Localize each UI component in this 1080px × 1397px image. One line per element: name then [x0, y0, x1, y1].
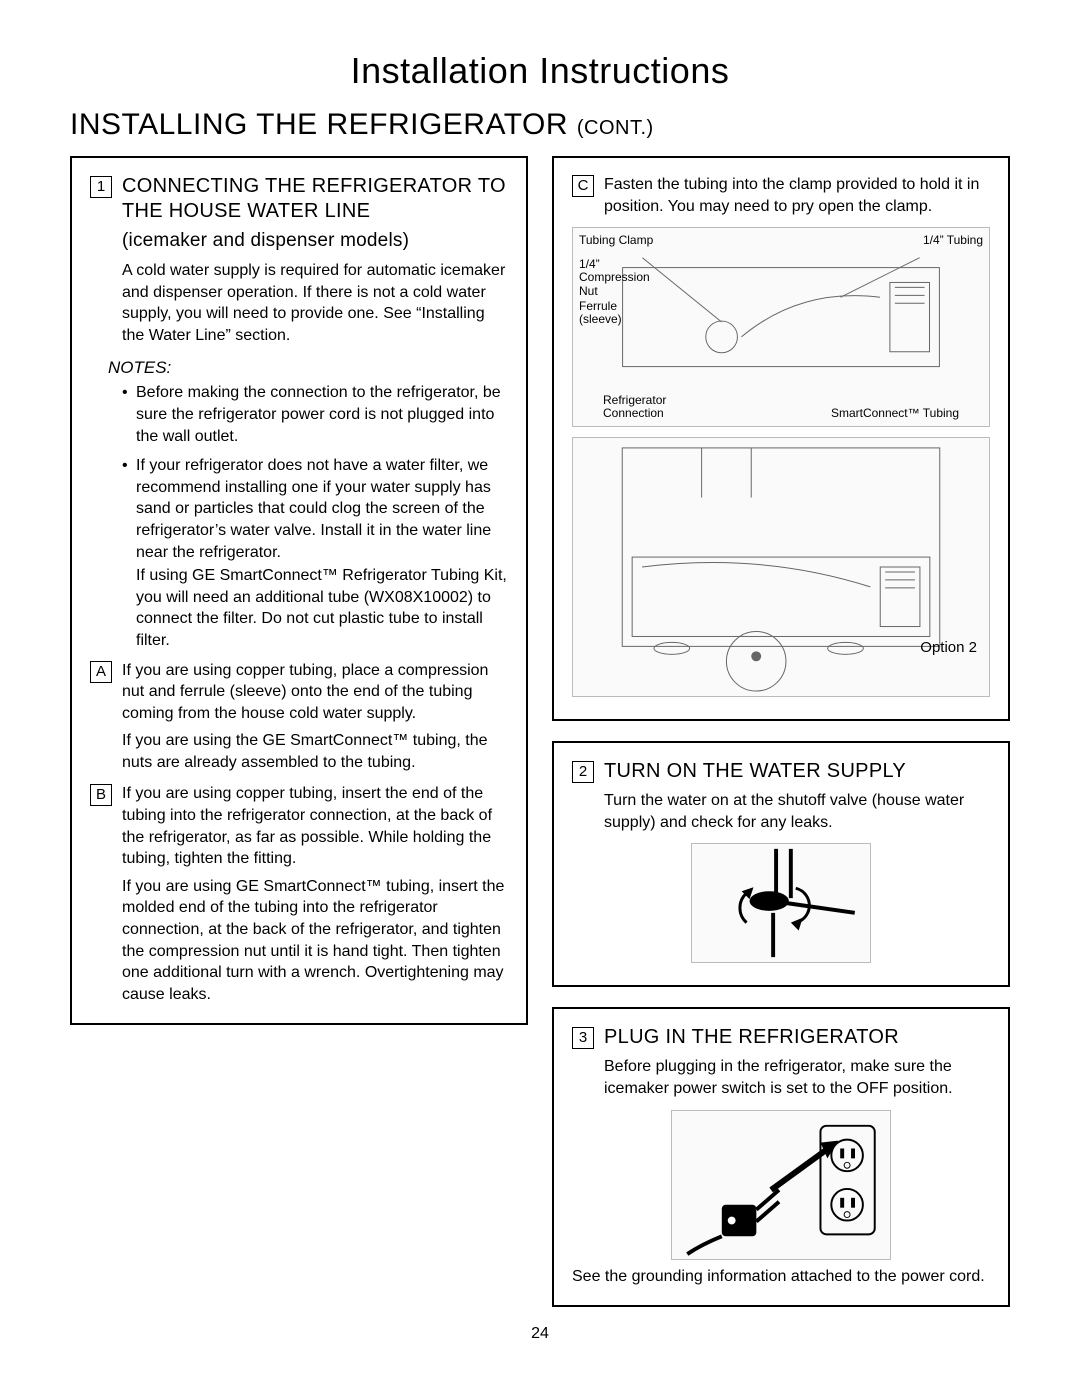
- notes-label: NOTES:: [108, 358, 508, 378]
- note-item-2: If your refrigerator does not have a wat…: [122, 455, 508, 651]
- substep-b-row: B If you are using copper tubing, insert…: [90, 783, 508, 869]
- step3-footer: See the grounding information attached t…: [572, 1266, 990, 1288]
- step1-subtitle: (icemaker and dispenser models): [122, 230, 508, 252]
- step3-heading: 3 PLUG IN THE REFRIGERATOR: [572, 1025, 990, 1050]
- section-title: INSTALLING THE REFRIGERATOR (CONT.): [70, 108, 1010, 142]
- document-title: Installation Instructions: [70, 50, 1010, 92]
- substep-c-box: C Fasten the tubing into the clamp provi…: [552, 156, 1010, 721]
- step2-number-box: 2: [572, 761, 594, 783]
- step3-text: Before plugging in the refrigerator, mak…: [604, 1056, 990, 1099]
- label-refrigerator-connection: Refrigerator Connection: [603, 394, 693, 420]
- substep-a-letter: A: [90, 661, 112, 683]
- step2-text: Turn the water on at the shutoff valve (…: [604, 790, 990, 833]
- note-item-2-text: If your refrigerator does not have a wat…: [136, 457, 491, 560]
- step1-box: 1 CONNECTING THE REFRIGERATOR TO THE HOU…: [70, 156, 528, 1025]
- substep-b-text: If you are using copper tubing, insert t…: [122, 783, 508, 869]
- label-ferrule: Ferrule (sleeve): [579, 300, 639, 326]
- label-option-2: Option 2: [920, 640, 977, 657]
- step1-title: CONNECTING THE REFRIGERATOR TO THE HOUSE…: [122, 174, 508, 224]
- substep-b-follow: If you are using GE SmartConnect™ tubing…: [122, 876, 508, 1006]
- rear-panel-diagram: Option 2: [572, 437, 990, 697]
- step2-heading: 2 TURN ON THE WATER SUPPLY: [572, 759, 990, 784]
- right-column: C Fasten the tubing into the clamp provi…: [552, 156, 1010, 1307]
- substep-c-letter: C: [572, 175, 594, 197]
- substep-a-text: If you are using copper tubing, place a …: [122, 660, 508, 725]
- label-tubing-clamp: Tubing Clamp: [579, 234, 653, 247]
- rear-panel-svg: [573, 438, 989, 696]
- substep-a-follow: If you are using the GE SmartConnect™ tu…: [122, 730, 508, 773]
- label-compression-nut: 1/4” Compression Nut: [579, 258, 669, 298]
- two-column-layout: 1 CONNECTING THE REFRIGERATOR TO THE HOU…: [70, 156, 1010, 1307]
- page-number: 24: [70, 1325, 1010, 1343]
- connection-diagram: Tubing Clamp 1/4” Tubing 1/4” Compressio…: [572, 227, 990, 427]
- section-title-cont: (CONT.): [577, 117, 654, 139]
- label-smartconnect-tubing: SmartConnect™ Tubing: [831, 407, 959, 420]
- step3-title: PLUG IN THE REFRIGERATOR: [604, 1025, 899, 1050]
- note-item-1: Before making the connection to the refr…: [122, 382, 508, 447]
- section-title-main: INSTALLING THE REFRIGERATOR: [70, 108, 568, 141]
- step3-box: 3 PLUG IN THE REFRIGERATOR Before pluggi…: [552, 1007, 1010, 1307]
- left-column: 1 CONNECTING THE REFRIGERATOR TO THE HOU…: [70, 156, 528, 1025]
- step1-intro: A cold water supply is required for auto…: [122, 260, 508, 346]
- plug-diagram: [671, 1110, 891, 1260]
- label-qtr-tubing: 1/4” Tubing: [923, 234, 983, 247]
- substep-b-letter: B: [90, 784, 112, 806]
- step1-number-box: 1: [90, 176, 112, 198]
- substep-a-row: A If you are using copper tubing, place …: [90, 660, 508, 725]
- valve-diagram: [691, 843, 871, 963]
- step1-heading: 1 CONNECTING THE REFRIGERATOR TO THE HOU…: [90, 174, 508, 224]
- note-item-2-follow: If using GE SmartConnect™ Refrigerator T…: [136, 565, 508, 651]
- step2-box: 2 TURN ON THE WATER SUPPLY Turn the wate…: [552, 741, 1010, 987]
- step3-number-box: 3: [572, 1027, 594, 1049]
- plug-svg: [672, 1111, 890, 1259]
- valve-svg: [692, 844, 870, 962]
- substep-c-row: C Fasten the tubing into the clamp provi…: [572, 174, 990, 217]
- substep-c-text: Fasten the tubing into the clamp provide…: [604, 174, 990, 217]
- notes-list: Before making the connection to the refr…: [122, 382, 508, 651]
- step2-title: TURN ON THE WATER SUPPLY: [604, 759, 906, 784]
